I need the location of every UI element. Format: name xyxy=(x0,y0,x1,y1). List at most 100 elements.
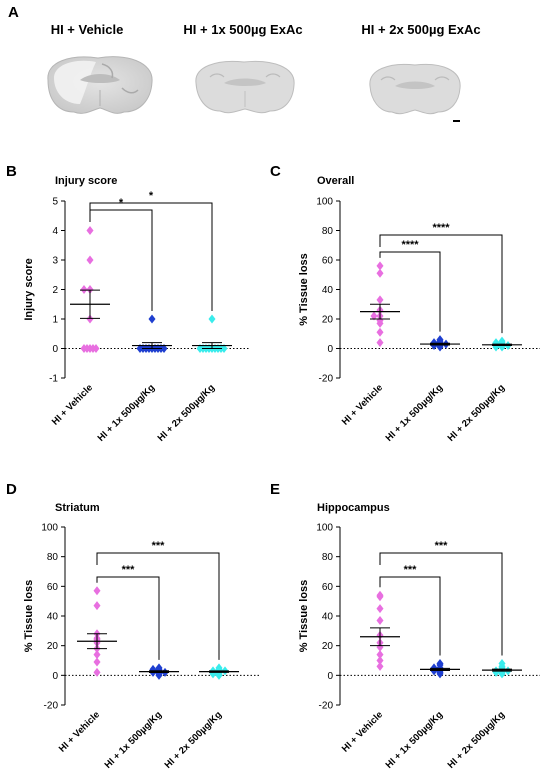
chart-hippocampus: -20 0 20 40 60 80 100 % Tissue loss *** *** HI + V… xyxy=(298,523,540,771)
y-tick-label: 0 xyxy=(52,671,58,682)
brain-section-1x xyxy=(195,60,295,114)
y-tick-label: 0 xyxy=(327,671,333,682)
data-point-vehicle xyxy=(86,285,94,294)
data-point-vehicle xyxy=(93,601,101,611)
category-label: HI + 1x 500µg/Kg xyxy=(103,709,165,771)
chart-title-e: Hippocampus xyxy=(317,502,390,514)
chart-title-d: Striatum xyxy=(55,502,100,514)
brain-title-vehicle: HI + Vehicle xyxy=(50,22,124,37)
data-point-vehicle xyxy=(376,318,384,328)
data-point-vehicle xyxy=(376,615,384,625)
data-point-vehicle xyxy=(376,642,384,652)
category-label: HI + Vehicle xyxy=(340,709,385,754)
data-point-vehicle xyxy=(376,656,384,665)
y-tick-label: -20 xyxy=(319,701,334,712)
significance-label: *** xyxy=(122,564,136,576)
category-label: HI + 1x 500µg/Kg xyxy=(96,382,158,444)
data-point-vehicle xyxy=(376,338,384,348)
panel-letter-e: E xyxy=(270,481,281,498)
significance-bracket xyxy=(89,202,213,311)
y-tick-label: 80 xyxy=(47,552,59,563)
category-label: HI + 2x 500µg/Kg xyxy=(446,709,508,771)
significance-bracket xyxy=(379,234,503,334)
y-tick-label: 60 xyxy=(322,582,334,593)
y-tick-label: 4 xyxy=(52,226,58,237)
category-label: HI + 2x 500µg/Kg xyxy=(446,382,508,444)
chart-title-b: Injury score xyxy=(55,175,118,187)
brain-title-2x: HI + 2x 500µg ExAc xyxy=(361,22,481,37)
data-point-one-dose xyxy=(155,670,163,680)
y-axis-label: % Tissue loss xyxy=(298,253,310,326)
panel-letter-b: B xyxy=(6,163,17,180)
chart-overall: -20 0 20 40 60 80 100 % Tissue loss **** **** HI +… xyxy=(298,197,540,444)
data-point-vehicle xyxy=(376,661,384,671)
y-tick-label: 80 xyxy=(322,226,334,237)
data-point-one-dose xyxy=(136,344,144,353)
chart-title-c: Overall xyxy=(317,175,355,187)
significance-label: **** xyxy=(432,222,450,234)
category-label: HI + 2x 500µg/Kg xyxy=(156,382,218,444)
significance-label: *** xyxy=(435,540,449,552)
data-point-vehicle xyxy=(80,285,88,294)
data-point-vehicle xyxy=(86,226,94,235)
data-point-two-dose xyxy=(215,670,223,680)
data-point-vehicle xyxy=(89,344,97,353)
data-point-vehicle xyxy=(93,586,101,596)
y-tick-label: 80 xyxy=(322,552,334,563)
data-point-two-dose xyxy=(196,344,204,353)
y-tick-label: 40 xyxy=(322,612,334,623)
significance-bracket xyxy=(89,209,153,311)
scale-bar xyxy=(453,120,460,122)
brain-section-2x xyxy=(369,63,461,115)
y-axis-label: Injury score xyxy=(23,258,35,320)
panel-letter-d: D xyxy=(6,481,17,498)
y-tick-label: 0 xyxy=(52,344,58,355)
data-point-two-dose xyxy=(498,669,506,679)
significance-label: *** xyxy=(404,564,418,576)
data-point-vehicle xyxy=(376,650,384,660)
data-point-two-dose xyxy=(220,344,228,353)
category-label: HI + Vehicle xyxy=(57,709,102,754)
y-tick-label: 100 xyxy=(316,523,333,534)
y-tick-label: 0 xyxy=(327,344,333,355)
data-point-vehicle xyxy=(376,268,384,278)
y-tick-label: 20 xyxy=(47,641,59,652)
data-point-vehicle xyxy=(83,344,91,353)
y-axis-label: % Tissue loss xyxy=(23,580,35,653)
significance-bracket xyxy=(96,576,160,660)
data-point-vehicle xyxy=(370,311,378,321)
y-tick-label: 20 xyxy=(322,641,334,652)
y-tick-label: -20 xyxy=(44,701,59,712)
data-point-vehicle xyxy=(376,592,384,602)
data-point-vehicle xyxy=(376,261,384,271)
data-point-vehicle xyxy=(93,667,101,677)
y-tick-label: 3 xyxy=(52,256,58,267)
data-point-vehicle xyxy=(86,255,94,265)
y-tick-label: -20 xyxy=(319,374,334,385)
data-point-vehicle xyxy=(376,604,384,614)
y-tick-label: 1 xyxy=(52,315,58,326)
data-point-one-dose xyxy=(148,314,156,324)
y-tick-label: 2 xyxy=(52,285,58,296)
brain-title-1x: HI + 1x 500µg ExAc xyxy=(183,22,303,37)
data-point-vehicle xyxy=(376,295,384,305)
data-point-vehicle xyxy=(93,657,101,667)
category-label: HI + 1x 500µg/Kg xyxy=(384,709,446,771)
category-label: HI + Vehicle xyxy=(340,382,385,427)
y-tick-label: 20 xyxy=(322,315,334,326)
y-tick-label: 100 xyxy=(316,197,333,208)
data-point-vehicle xyxy=(86,314,94,324)
significance-bracket xyxy=(96,552,220,660)
y-tick-label: 5 xyxy=(52,197,58,208)
chart-striatum: -20 0 20 40 60 80 100 % Tissue loss *** *** HI + V… xyxy=(23,523,260,771)
category-label: HI + 2x 500µg/Kg xyxy=(163,709,225,771)
y-tick-label: 40 xyxy=(322,285,334,296)
y-tick-label: 40 xyxy=(47,612,59,623)
category-label: HI + 1x 500µg/Kg xyxy=(384,382,446,444)
panel-letter-a: A xyxy=(8,4,19,21)
y-tick-label: -1 xyxy=(49,374,58,385)
significance-bracket xyxy=(379,251,441,332)
data-point-one-dose xyxy=(160,344,168,353)
y-tick-label: 100 xyxy=(41,523,58,534)
